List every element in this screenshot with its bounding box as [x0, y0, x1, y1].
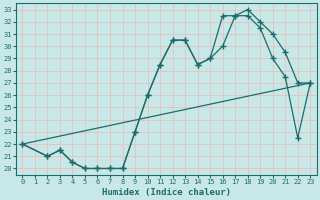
- X-axis label: Humidex (Indice chaleur): Humidex (Indice chaleur): [102, 188, 231, 197]
